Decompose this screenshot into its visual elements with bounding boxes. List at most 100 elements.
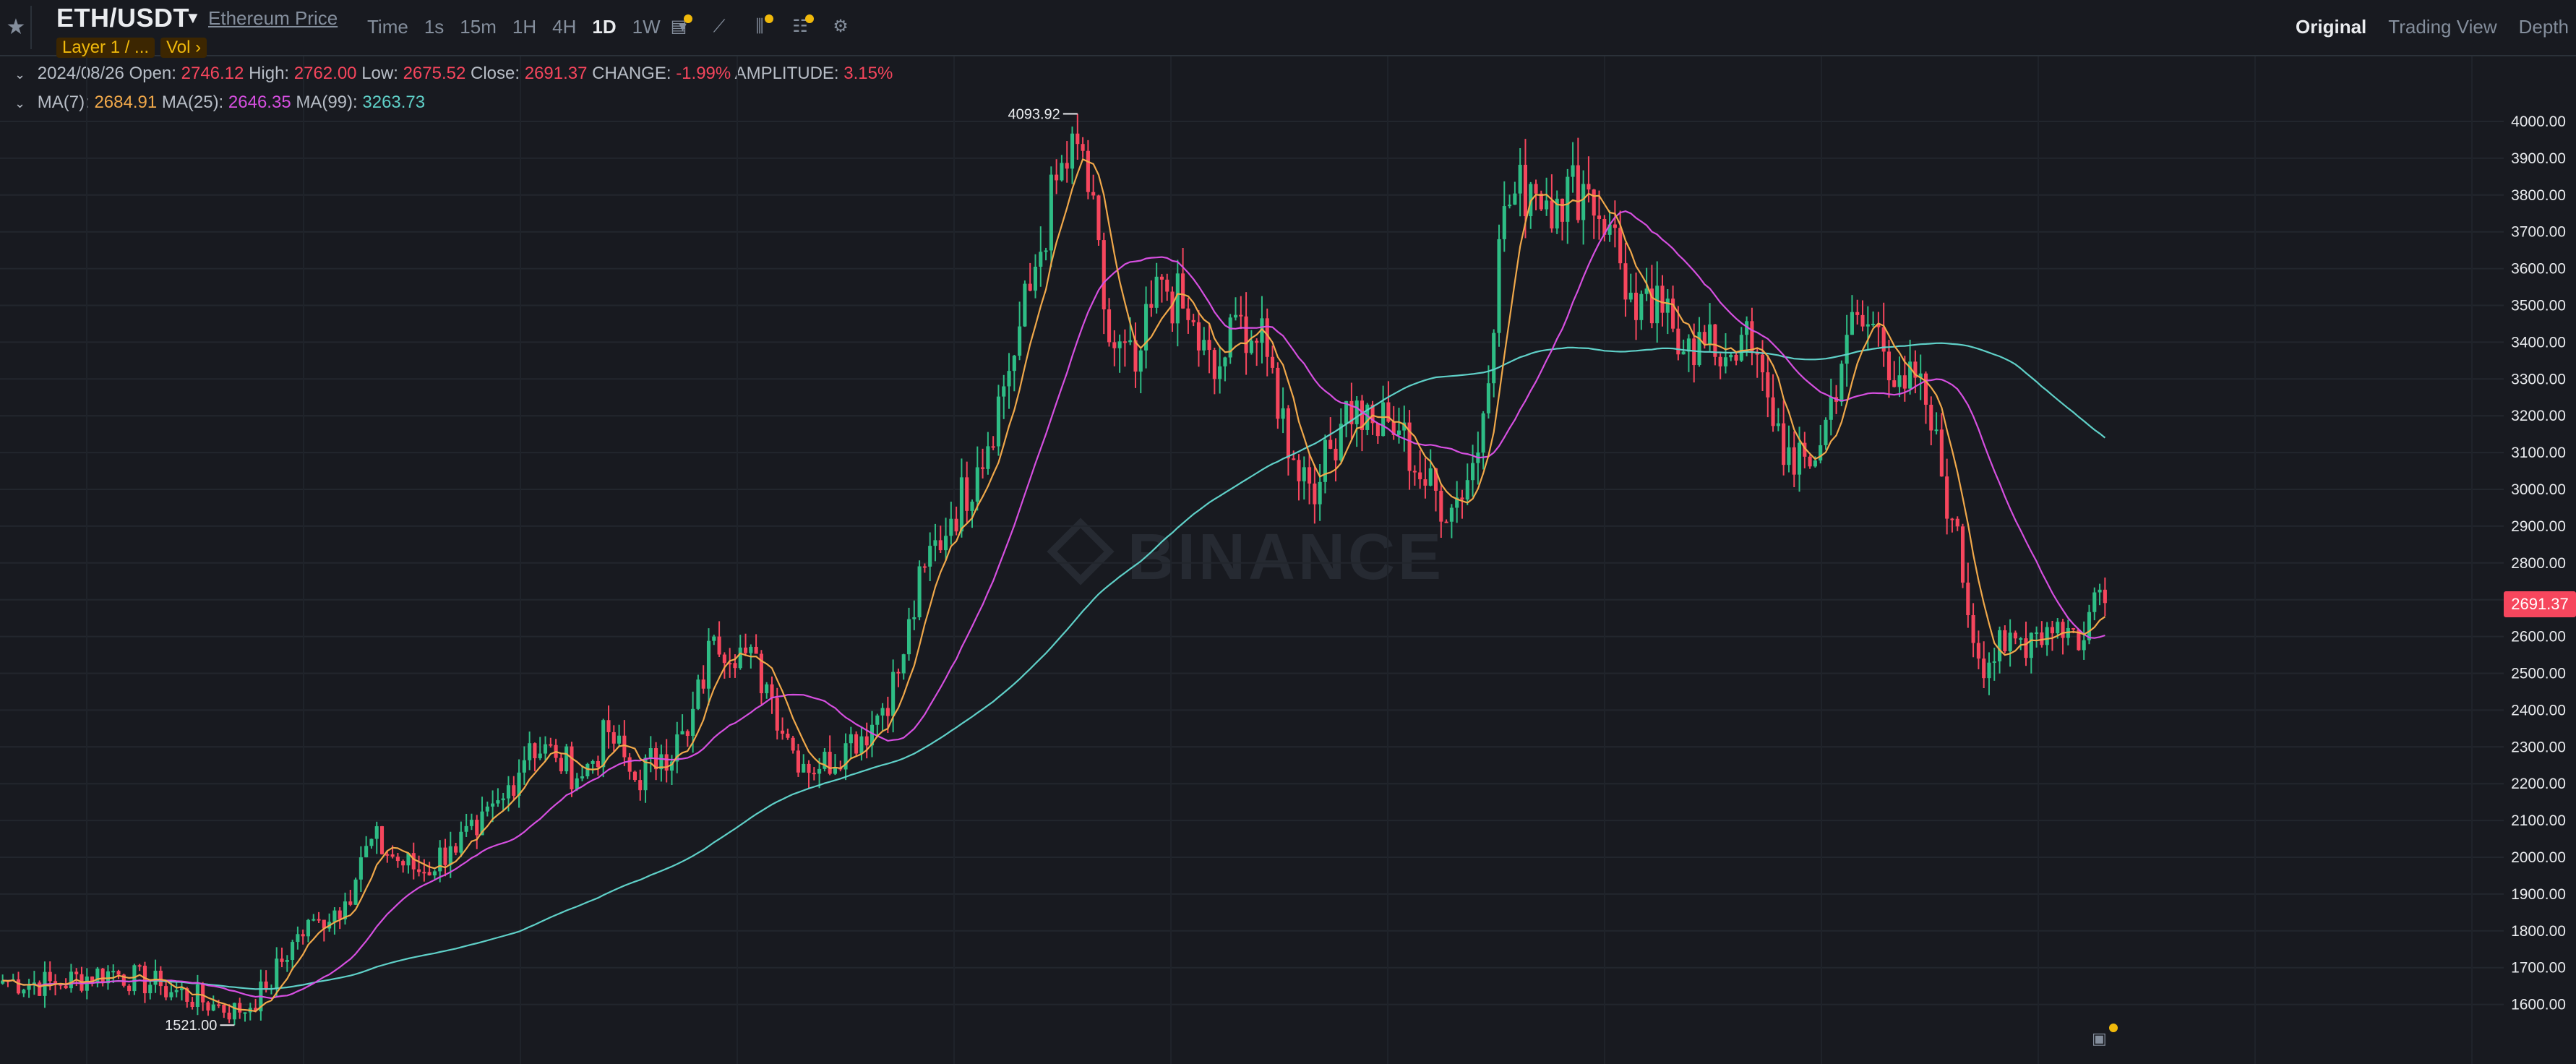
candle-body: [1133, 340, 1138, 372]
candle-body: [2024, 638, 2028, 658]
interval-1w[interactable]: 1W: [632, 16, 661, 38]
interval-1s[interactable]: 1s: [424, 16, 445, 38]
ethereum-price-link[interactable]: Ethereum Price: [208, 7, 338, 29]
symbol-title[interactable]: ETH/USDT: [56, 3, 189, 33]
candlestick-chart[interactable]: 4000.00 3900.00 3800.00 3700.00 3600.00 3500.…: [0, 56, 2576, 1064]
collapse-chevron-icon[interactable]: ⌄: [14, 96, 26, 111]
high-low-markers: 4093.92 1521.00: [165, 106, 1078, 1034]
indicator-template-icon[interactable]: ▤: [668, 14, 692, 39]
candle-body: [390, 854, 395, 857]
candle-body: [1860, 314, 1865, 327]
line-chart-icon[interactable]: ⟋: [713, 17, 726, 36]
interval-1h[interactable]: 1H: [512, 16, 537, 38]
candle-body: [1049, 174, 1053, 251]
favorite-star-icon[interactable]: ★: [6, 15, 26, 39]
candle-body: [1771, 397, 1775, 426]
candle-body: [406, 853, 411, 866]
candle-body: [275, 958, 279, 989]
candle-body: [1207, 340, 1211, 351]
interval-15m[interactable]: 15m: [460, 16, 497, 38]
open-label: Open:: [129, 64, 176, 83]
candle-body: [1945, 476, 1949, 519]
view-trading-view[interactable]: Trading View: [2388, 16, 2497, 38]
interval-4h[interactable]: 4H: [552, 16, 577, 38]
history-icon[interactable]: ▣: [2092, 1024, 2118, 1048]
interval-time[interactable]: Time: [367, 16, 408, 38]
candle-body: [1644, 288, 1649, 294]
candle-body: [1766, 372, 1770, 398]
y-tick-label: 3600.00: [2511, 261, 2566, 278]
candle-body: [1407, 422, 1412, 471]
candle-body: [765, 684, 769, 694]
low-value: 2675.52: [403, 64, 466, 83]
candle-body: [1697, 332, 1701, 366]
candle-body: [1028, 283, 1032, 291]
candle-body: [580, 776, 585, 778]
candle-body: [1212, 350, 1216, 379]
collapse-chevron-icon[interactable]: ⌄: [14, 67, 26, 82]
candle-settings-icon[interactable]: ⫼: [749, 14, 773, 39]
candle-body: [359, 857, 363, 880]
candle-body: [353, 879, 358, 905]
more-intervals-icon[interactable]: ▼: [676, 20, 690, 34]
view-original[interactable]: Original: [2296, 16, 2367, 38]
ma-legend: ⌄ MA(7): 2684.91 MA(25): 2646.35 MA(99):…: [14, 93, 425, 113]
symbol-dropdown-icon[interactable]: ▼: [185, 9, 201, 27]
vol-tag[interactable]: Vol ›: [160, 38, 207, 58]
candle-body: [912, 617, 916, 619]
candle-body: [1117, 341, 1122, 348]
candle-body: [944, 536, 948, 551]
candle-body: [1660, 286, 1665, 313]
candle-body: [817, 768, 822, 774]
candle-body: [1502, 206, 1506, 239]
candle-body: [1076, 133, 1080, 145]
ma7-line: [2, 158, 2106, 1013]
candle-body: [617, 735, 622, 744]
category-tag[interactable]: Layer 1 / ...: [56, 38, 155, 58]
candle-body: [1992, 661, 1996, 663]
candle-body: [1370, 404, 1375, 424]
display-settings-icon[interactable]: ☷: [789, 14, 814, 39]
y-tick-label: 3800.00: [2511, 187, 2566, 204]
y-tick-label: 3500.00: [2511, 298, 2566, 314]
candle-body: [1065, 163, 1069, 169]
candle-body: [1723, 357, 1728, 366]
candle-body: [1803, 442, 1807, 457]
candle-body: [1545, 200, 1549, 210]
candle-body: [1033, 267, 1038, 291]
candle-body: [1360, 400, 1365, 430]
y-tick-label: 2100.00: [2511, 812, 2566, 829]
watermark: BINANCE: [1128, 521, 1445, 593]
candle-body: [659, 754, 664, 770]
grid-lines: [0, 56, 2504, 1064]
y-tick-label: 2800.00: [2511, 555, 2566, 572]
gear-icon[interactable]: ⚙: [833, 17, 849, 36]
candle-body: [1039, 252, 1043, 267]
candle-body: [38, 982, 42, 996]
candle-body: [322, 919, 326, 929]
y-tick-label: 2000.00: [2511, 849, 2566, 866]
candle-body: [1396, 430, 1401, 435]
high-value: 2762.00: [293, 64, 357, 83]
candle-body: [1897, 375, 1902, 387]
candle-body: [1850, 312, 1854, 335]
new-dot-icon: [805, 14, 814, 23]
candle-body: [142, 966, 147, 994]
candle-body: [1902, 375, 1907, 389]
moving-averages: [2, 158, 2106, 1013]
last-price-tag: 2691.37: [2504, 591, 2576, 617]
candle-body: [1760, 354, 1765, 373]
ma99-line: [2, 342, 2106, 990]
candle-body: [169, 992, 173, 998]
candle-body: [1686, 338, 1691, 352]
candle-body: [1308, 467, 1312, 484]
candle-body: [1218, 366, 1222, 379]
interval-1d[interactable]: 1D: [592, 16, 617, 38]
view-depth[interactable]: Depth: [2518, 16, 2569, 38]
candle-body: [917, 566, 922, 617]
ohlc-date: 2024/08/26: [37, 64, 124, 83]
candle-body: [48, 971, 52, 982]
amplitude-label: AMPLITUDE:: [734, 64, 839, 83]
candle-body: [100, 968, 105, 984]
candle-body: [1286, 408, 1290, 459]
